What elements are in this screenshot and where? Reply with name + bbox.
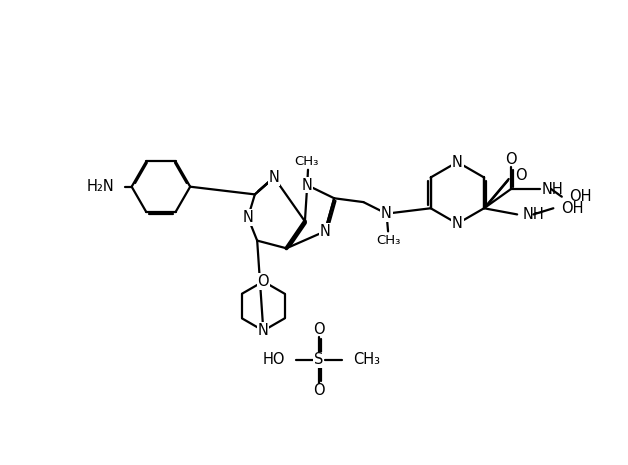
Text: CH₃: CH₃ — [295, 155, 318, 168]
Text: NH: NH — [522, 207, 544, 222]
Text: S: S — [314, 352, 323, 367]
Text: N: N — [381, 206, 392, 221]
Text: O: O — [257, 274, 269, 289]
Text: N: N — [269, 170, 279, 185]
Text: N: N — [258, 323, 269, 338]
Text: O: O — [505, 152, 517, 167]
Text: O: O — [313, 322, 325, 337]
Text: O: O — [313, 383, 325, 398]
Text: CH₃: CH₃ — [353, 352, 380, 367]
Text: N: N — [320, 224, 330, 239]
Text: OH: OH — [561, 201, 583, 216]
Text: N: N — [302, 178, 313, 193]
Text: O: O — [515, 168, 526, 183]
Text: OH: OH — [570, 189, 592, 204]
Text: N: N — [452, 154, 463, 170]
Text: CH₃: CH₃ — [376, 234, 400, 247]
Text: N: N — [242, 210, 253, 225]
Text: HO: HO — [263, 352, 285, 367]
Text: H₂N: H₂N — [87, 179, 115, 194]
Text: N: N — [452, 216, 463, 231]
Text: NH: NH — [542, 181, 563, 197]
